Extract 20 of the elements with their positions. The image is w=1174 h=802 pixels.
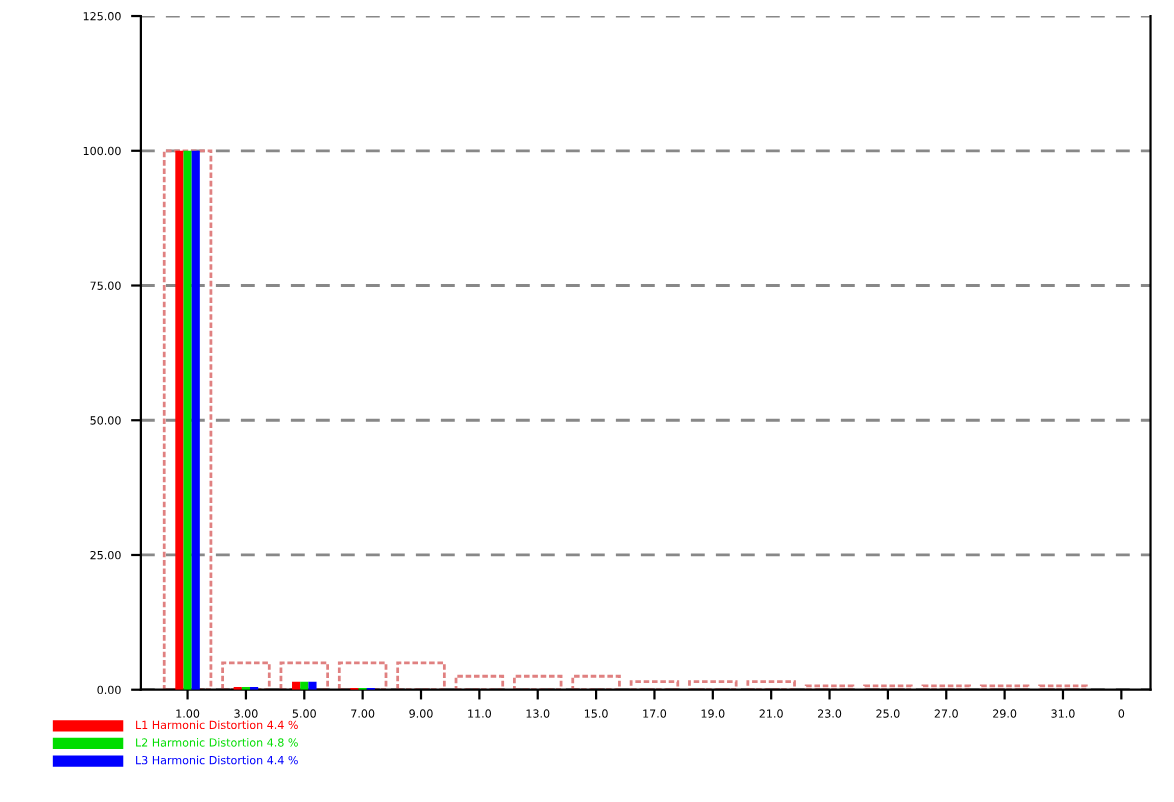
bar	[454, 674, 505, 690]
bar	[863, 684, 913, 690]
bar	[513, 674, 563, 690]
bar	[396, 661, 446, 690]
bar	[804, 684, 855, 690]
bar	[688, 680, 738, 690]
bar	[1038, 684, 1088, 690]
bar	[221, 661, 271, 690]
bar	[279, 661, 330, 690]
bar	[571, 674, 621, 690]
bar	[183, 150, 192, 690]
bar	[308, 681, 317, 690]
bar	[979, 684, 1030, 690]
bar	[175, 150, 184, 690]
bar	[337, 661, 388, 690]
bar	[921, 684, 971, 690]
bar	[629, 680, 680, 690]
bar	[162, 149, 213, 690]
bar	[746, 680, 796, 690]
bar	[191, 150, 200, 690]
